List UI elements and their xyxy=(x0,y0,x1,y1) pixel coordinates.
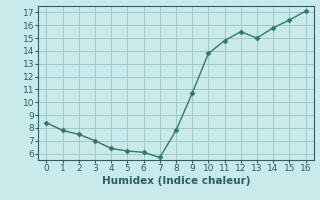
X-axis label: Humidex (Indice chaleur): Humidex (Indice chaleur) xyxy=(102,176,250,186)
